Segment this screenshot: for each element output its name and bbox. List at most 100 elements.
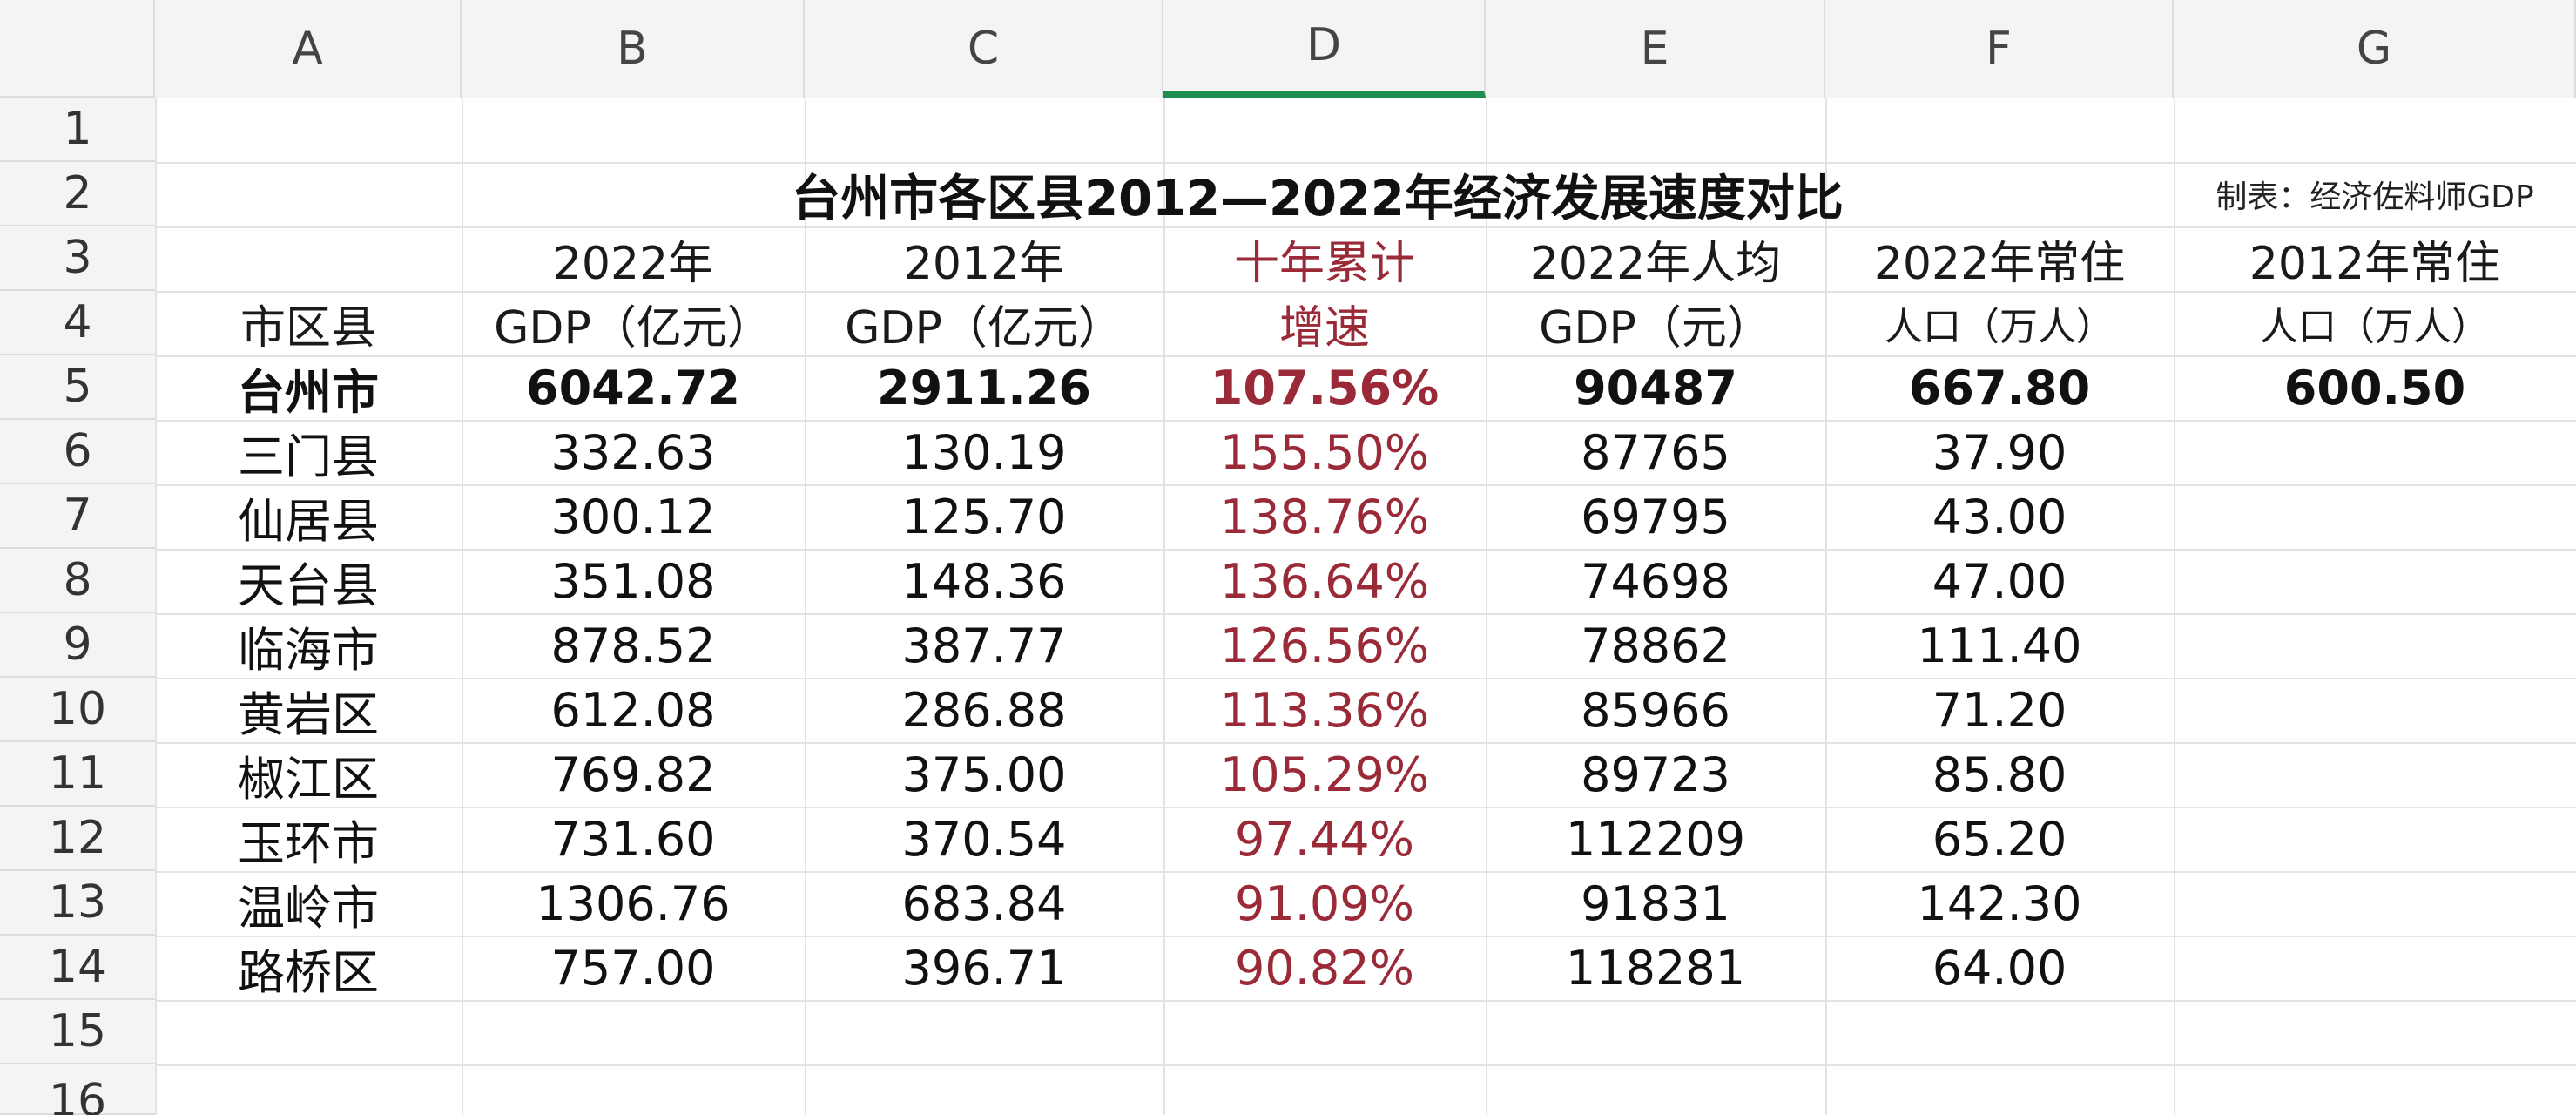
total-row-pop2012[interactable]: 600.50 [2283, 360, 2466, 416]
district-pop2022[interactable]: 43.00 [1932, 489, 2067, 544]
table-title[interactable]: 台州市各区县2012—2022年经济发展速度对比 [792, 170, 1844, 227]
header-pop2012-line1[interactable]: 2012年常住 [2249, 237, 2501, 290]
column-header-c[interactable]: C [805, 0, 1163, 98]
district-name[interactable]: 天台县 [238, 558, 379, 613]
district-pop2022[interactable]: 47.00 [1932, 553, 2067, 609]
district-pop2022[interactable]: 142.30 [1917, 875, 2082, 931]
row-header-15[interactable]: 15 [0, 1000, 155, 1064]
total-row-percap[interactable]: 90487 [1574, 360, 1737, 416]
row-header-1[interactable]: 1 [0, 98, 155, 162]
district-percap[interactable]: 69795 [1581, 489, 1730, 544]
district-percap[interactable]: 118281 [1565, 940, 1746, 996]
district-gdp2012[interactable]: 396.71 [901, 940, 1067, 996]
district-pop2022[interactable]: 71.20 [1932, 682, 2067, 738]
district-percap[interactable]: 91831 [1581, 875, 1730, 931]
district-gdp2022[interactable]: 612.08 [550, 682, 716, 738]
row-header-12[interactable]: 12 [0, 807, 155, 871]
row-header-7[interactable]: 7 [0, 484, 155, 549]
row-header-16[interactable]: 16 [0, 1064, 155, 1115]
header-percap-line2[interactable]: GDP（元） [1539, 301, 1772, 355]
header-gdp2012-line1[interactable]: 2012年 [903, 237, 1065, 290]
district-name[interactable]: 临海市 [238, 622, 379, 678]
column-header-f[interactable]: F [1825, 0, 2174, 98]
district-growth[interactable]: 136.64% [1219, 553, 1430, 609]
district-gdp2022[interactable]: 757.00 [550, 940, 716, 996]
district-gdp2022[interactable]: 1306.76 [536, 875, 731, 931]
table-credit[interactable]: 制表：经济佐料师GDP [2215, 179, 2534, 215]
district-name[interactable]: 黄岩区 [238, 686, 379, 742]
district-pop2022[interactable]: 64.00 [1932, 940, 2067, 996]
district-pop2022[interactable]: 85.80 [1932, 747, 2067, 802]
district-growth[interactable]: 105.29% [1219, 747, 1430, 802]
select-all-corner[interactable] [0, 0, 155, 98]
column-header-d[interactable]: D [1163, 0, 1486, 98]
district-name[interactable]: 温岭市 [238, 880, 379, 936]
district-pop2022[interactable]: 65.20 [1932, 811, 2067, 867]
district-gdp2012[interactable]: 286.88 [901, 682, 1067, 738]
total-row-growth[interactable]: 107.56% [1210, 360, 1440, 416]
row-header-9[interactable]: 9 [0, 613, 155, 678]
district-gdp2022[interactable]: 332.63 [550, 424, 716, 480]
district-gdp2022[interactable]: 769.82 [550, 747, 716, 802]
district-gdp2022[interactable]: 300.12 [550, 489, 716, 544]
column-header-b[interactable]: B [462, 0, 805, 98]
row-header-5[interactable]: 5 [0, 355, 155, 420]
district-growth[interactable]: 155.50% [1219, 424, 1430, 480]
district-name[interactable]: 仙居县 [238, 493, 379, 549]
district-gdp2022[interactable]: 731.60 [550, 811, 716, 867]
header-pop2022-line2[interactable]: 人口（万人） [1885, 305, 2114, 349]
row-header-6[interactable]: 6 [0, 420, 155, 484]
district-growth[interactable]: 138.76% [1219, 489, 1430, 544]
row-header-3[interactable]: 3 [0, 226, 155, 291]
row-header-4[interactable]: 4 [0, 291, 155, 355]
header-county[interactable]: 市区县 [239, 301, 376, 355]
district-percap[interactable]: 74698 [1581, 553, 1730, 609]
row-header-13[interactable]: 13 [0, 871, 155, 936]
district-gdp2012[interactable]: 130.19 [901, 424, 1067, 480]
total-row-pop2022[interactable]: 667.80 [1908, 360, 2091, 416]
total-row-gdp2012[interactable]: 2911.26 [877, 360, 1091, 416]
district-name[interactable]: 三门县 [238, 429, 379, 484]
row-header-2[interactable]: 2 [0, 162, 155, 226]
district-name[interactable]: 路桥区 [238, 944, 379, 1000]
district-growth[interactable]: 97.44% [1235, 811, 1414, 867]
district-name[interactable]: 椒江区 [238, 751, 379, 807]
row-header-8[interactable]: 8 [0, 549, 155, 613]
header-pop2012-line2[interactable]: 人口（万人） [2260, 305, 2490, 349]
district-percap[interactable]: 78862 [1581, 618, 1730, 673]
header-gdp2022-line1[interactable]: 2022年 [552, 237, 714, 290]
district-pop2022[interactable]: 111.40 [1917, 618, 2082, 673]
district-percap[interactable]: 87765 [1581, 424, 1730, 480]
column-header-e[interactable]: E [1486, 0, 1825, 98]
district-percap[interactable]: 89723 [1581, 747, 1730, 802]
header-gdp2022-line2[interactable]: GDP（亿元） [494, 301, 772, 355]
column-header-g[interactable]: G [2174, 0, 2576, 98]
row-header-10[interactable]: 10 [0, 678, 155, 742]
district-gdp2012[interactable]: 125.70 [901, 489, 1067, 544]
district-gdp2012[interactable]: 683.84 [901, 875, 1067, 931]
header-percap-line1[interactable]: 2022年人均 [1529, 237, 1782, 290]
district-pop2022[interactable]: 37.90 [1932, 424, 2067, 480]
header-growth-line1[interactable]: 十年累计 [1233, 237, 1415, 290]
district-percap[interactable]: 85966 [1581, 682, 1730, 738]
total-row-name[interactable]: 台州市 [238, 364, 379, 420]
district-growth[interactable]: 113.36% [1219, 682, 1430, 738]
district-percap[interactable]: 112209 [1565, 811, 1746, 867]
district-gdp2012[interactable]: 375.00 [901, 747, 1067, 802]
district-growth[interactable]: 91.09% [1235, 875, 1414, 931]
header-growth-line2[interactable]: 增速 [1278, 301, 1370, 355]
column-header-a[interactable]: A [155, 0, 462, 98]
header-gdp2012-line2[interactable]: GDP（亿元） [845, 301, 1123, 355]
district-gdp2012[interactable]: 370.54 [901, 811, 1067, 867]
district-growth[interactable]: 126.56% [1219, 618, 1430, 673]
district-name[interactable]: 玉环市 [238, 815, 379, 871]
district-gdp2022[interactable]: 878.52 [550, 618, 716, 673]
row-header-11[interactable]: 11 [0, 742, 155, 807]
header-pop2022-line1[interactable]: 2022年常住 [1873, 237, 2126, 290]
district-gdp2012[interactable]: 387.77 [901, 618, 1067, 673]
district-gdp2022[interactable]: 351.08 [550, 553, 716, 609]
total-row-gdp2022[interactable]: 6042.72 [526, 360, 740, 416]
district-growth[interactable]: 90.82% [1235, 940, 1414, 996]
district-gdp2012[interactable]: 148.36 [901, 553, 1067, 609]
row-header-14[interactable]: 14 [0, 936, 155, 1000]
